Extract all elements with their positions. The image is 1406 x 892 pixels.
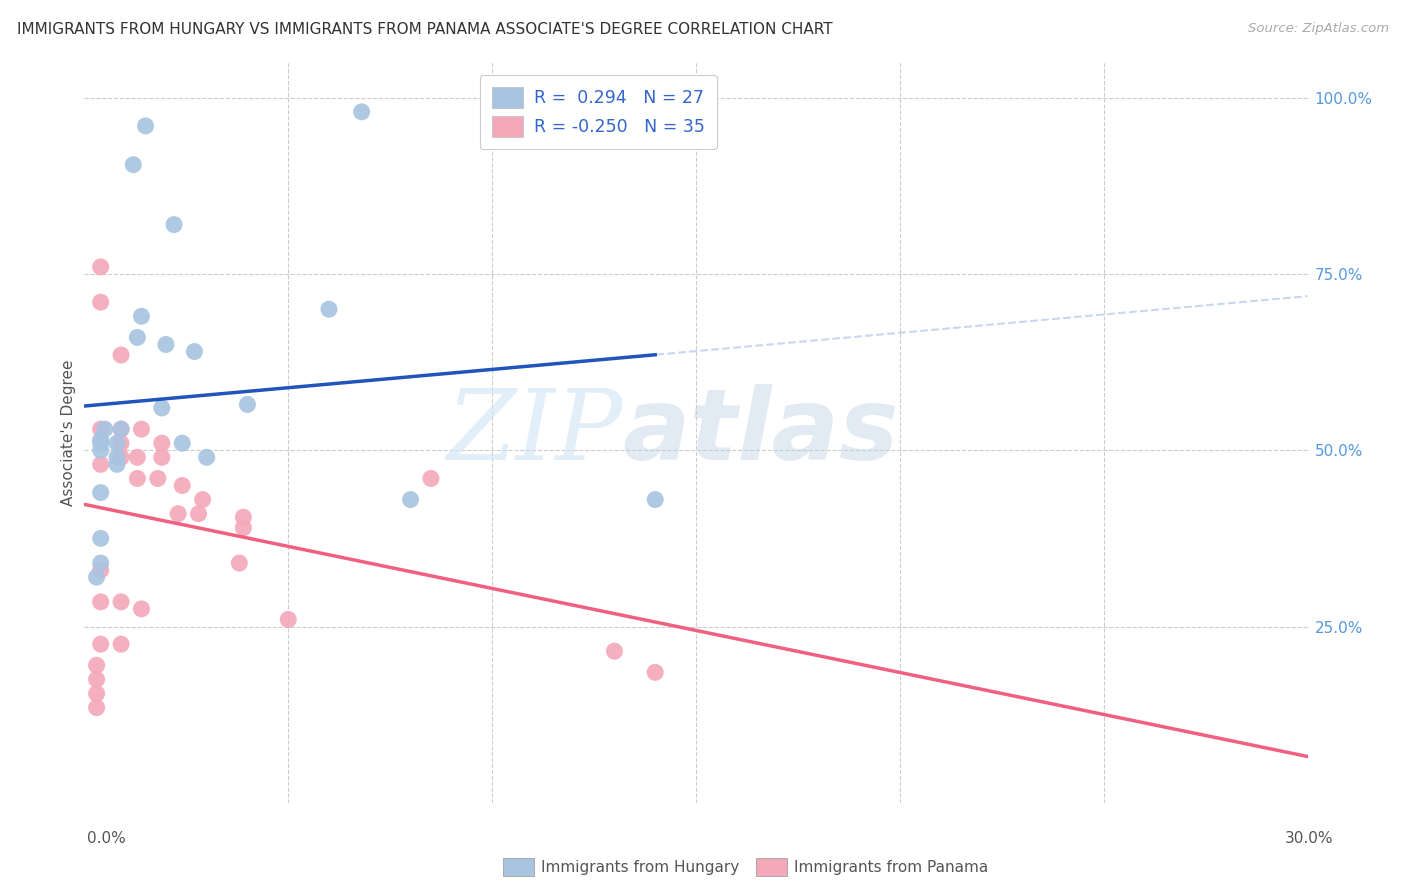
Point xyxy=(90,443,112,458)
Point xyxy=(195,450,218,465)
Text: ZIP: ZIP xyxy=(446,385,623,480)
Point xyxy=(90,458,112,472)
Point xyxy=(105,450,128,465)
Point xyxy=(127,330,149,344)
Point xyxy=(277,612,299,626)
Point xyxy=(420,471,443,485)
Point xyxy=(122,158,145,172)
Point xyxy=(86,673,108,687)
Point xyxy=(644,492,666,507)
Legend: R =  0.294   N = 27, R = -0.250   N = 35: R = 0.294 N = 27, R = -0.250 N = 35 xyxy=(479,75,717,149)
Point xyxy=(232,510,254,524)
Point xyxy=(110,436,132,450)
Point xyxy=(110,595,132,609)
Point xyxy=(90,556,112,570)
Point xyxy=(90,295,112,310)
Point xyxy=(146,471,169,485)
Point xyxy=(183,344,205,359)
Point xyxy=(90,422,112,436)
Point xyxy=(318,302,340,317)
Point xyxy=(105,458,128,472)
Point xyxy=(86,686,108,700)
Text: Immigrants from Hungary: Immigrants from Hungary xyxy=(541,860,740,874)
Point xyxy=(150,450,173,465)
Point xyxy=(110,422,132,436)
Point xyxy=(228,556,250,570)
Point xyxy=(135,119,157,133)
Point xyxy=(232,521,254,535)
Point xyxy=(131,310,153,324)
Point xyxy=(90,532,112,546)
Point xyxy=(90,637,112,651)
Point xyxy=(172,436,194,450)
Point xyxy=(167,507,190,521)
Point xyxy=(90,436,112,450)
Point xyxy=(90,433,112,447)
Point xyxy=(90,563,112,577)
Point xyxy=(187,507,209,521)
Point xyxy=(350,104,373,119)
Text: atlas: atlas xyxy=(623,384,898,481)
Point xyxy=(150,436,173,450)
Point xyxy=(90,260,112,274)
Text: IMMIGRANTS FROM HUNGARY VS IMMIGRANTS FROM PANAMA ASSOCIATE'S DEGREE CORRELATION: IMMIGRANTS FROM HUNGARY VS IMMIGRANTS FR… xyxy=(17,22,832,37)
Point xyxy=(110,348,132,362)
Point xyxy=(236,397,259,411)
Point xyxy=(399,492,422,507)
Point xyxy=(105,436,128,450)
Text: Immigrants from Panama: Immigrants from Panama xyxy=(794,860,988,874)
Point xyxy=(90,485,112,500)
Y-axis label: Associate's Degree: Associate's Degree xyxy=(60,359,76,506)
Text: 0.0%: 0.0% xyxy=(87,831,127,846)
Point xyxy=(131,602,153,616)
Point xyxy=(86,658,108,673)
Text: Source: ZipAtlas.com: Source: ZipAtlas.com xyxy=(1249,22,1389,36)
Point xyxy=(127,450,149,465)
Point xyxy=(191,492,214,507)
Point xyxy=(644,665,666,680)
Bar xyxy=(756,858,787,876)
Point xyxy=(110,450,132,465)
Point xyxy=(110,637,132,651)
Point xyxy=(603,644,626,658)
Text: 30.0%: 30.0% xyxy=(1285,831,1333,846)
Point xyxy=(172,478,194,492)
Point xyxy=(155,337,177,351)
Point xyxy=(93,422,117,436)
Point xyxy=(110,422,132,436)
Point xyxy=(86,700,108,714)
Point xyxy=(163,218,186,232)
Point xyxy=(86,570,108,584)
Point xyxy=(90,595,112,609)
Point xyxy=(150,401,173,415)
Point xyxy=(131,422,153,436)
Bar xyxy=(503,858,534,876)
Point xyxy=(127,471,149,485)
